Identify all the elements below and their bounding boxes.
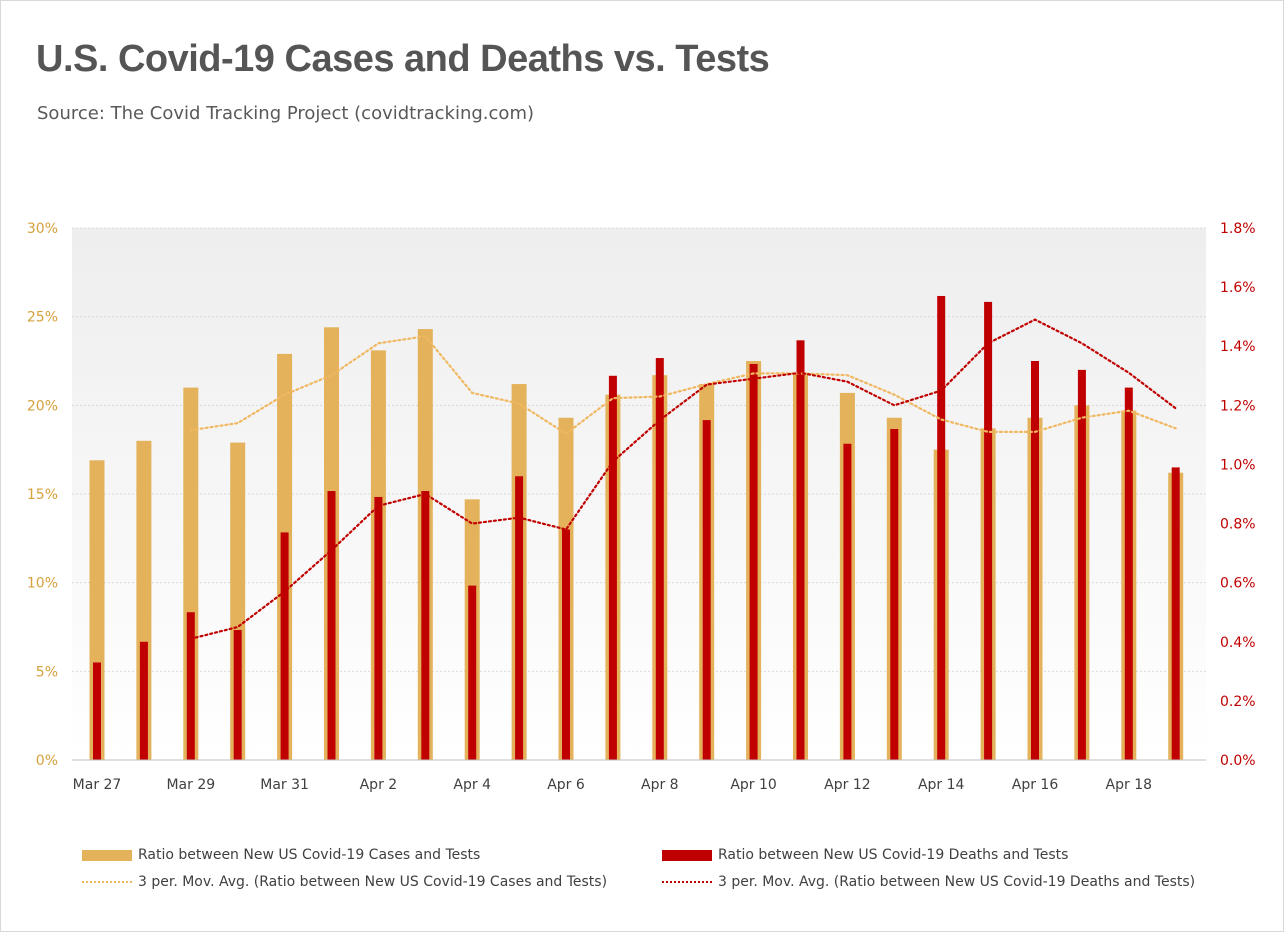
x-tick-label: Mar 29 — [166, 777, 215, 793]
x-tick-label: Mar 31 — [260, 777, 309, 793]
deaths-bar — [796, 340, 805, 760]
deaths-bar — [890, 428, 899, 760]
x-tick-label: Apr 4 — [453, 777, 491, 793]
deaths-bar — [93, 662, 101, 760]
axes-group: 0% 5% 10% 15% 20% 25% 30% 0.0% 0.2% 0.4% 0.6% 0.8% 1… — [27, 221, 1256, 793]
cases-moving-average-line — [189, 335, 1177, 436]
x-tick-label: Apr 14 — [918, 777, 965, 793]
deaths-bar — [186, 612, 195, 760]
deaths-bar — [1031, 361, 1039, 760]
deaths-bar — [327, 491, 336, 760]
left-tick-label: 30% — [27, 221, 58, 237]
left-tick-label: 5% — [36, 664, 58, 680]
deaths-bar — [1124, 387, 1133, 760]
deaths-bar — [139, 641, 148, 760]
right-tick-label: 0.2% — [1220, 694, 1256, 710]
right-tick-label: 1.2% — [1220, 398, 1256, 414]
x-tick-label: Mar 27 — [73, 777, 122, 793]
x-tick-label: Apr 6 — [547, 777, 585, 793]
right-tick-label: 0.0% — [1220, 753, 1256, 769]
lines-group — [189, 318, 1177, 640]
right-tick-label: 0.8% — [1220, 517, 1256, 533]
left-tick-label: 10% — [27, 576, 58, 592]
x-tick-label: Apr 12 — [824, 777, 870, 793]
gridlines — [72, 227, 1206, 672]
deaths-bar — [749, 363, 758, 760]
bars-group — [89, 295, 1184, 760]
right-tick-label: 1.6% — [1220, 280, 1256, 296]
x-tick-label: Apr 10 — [730, 777, 776, 793]
chart-subtitle: Source: The Covid Tracking Project (covi… — [37, 103, 534, 124]
right-tick-label: 0.4% — [1220, 635, 1256, 651]
x-tick-label: Apr 18 — [1106, 777, 1152, 793]
deaths-bar — [421, 491, 430, 760]
deaths-bar — [562, 529, 570, 760]
deaths-bar — [937, 295, 946, 760]
deaths-bar — [1171, 467, 1180, 760]
deaths-bar — [515, 476, 524, 760]
left-tick-label: 25% — [27, 310, 58, 326]
left-tick-label: 20% — [27, 398, 58, 414]
left-tick-label: 15% — [27, 487, 58, 503]
deaths-bar — [233, 629, 242, 760]
deaths-bar — [984, 301, 993, 760]
deaths-bar — [843, 443, 852, 760]
right-tick-label: 0.6% — [1220, 576, 1256, 592]
deaths-bar — [280, 532, 289, 760]
deaths-bar — [608, 375, 617, 760]
deaths-bar — [374, 496, 383, 760]
right-tick-label: 1.0% — [1220, 457, 1256, 473]
x-tick-label: Apr 16 — [1012, 777, 1059, 793]
deaths-bar — [1077, 369, 1086, 760]
x-tick-label: Apr 2 — [360, 777, 398, 793]
deaths-bar — [702, 420, 711, 760]
deaths-bar — [468, 585, 477, 760]
right-tick-label: 1.8% — [1220, 221, 1256, 237]
left-tick-label: 0% — [36, 753, 58, 769]
chart-title: U.S. Covid-19 Cases and Deaths vs. Tests — [36, 38, 770, 80]
deaths-moving-average-line — [189, 318, 1177, 640]
x-tick-label: Apr 8 — [641, 777, 679, 793]
right-tick-label: 1.4% — [1220, 339, 1256, 355]
deaths-bar — [655, 358, 664, 760]
